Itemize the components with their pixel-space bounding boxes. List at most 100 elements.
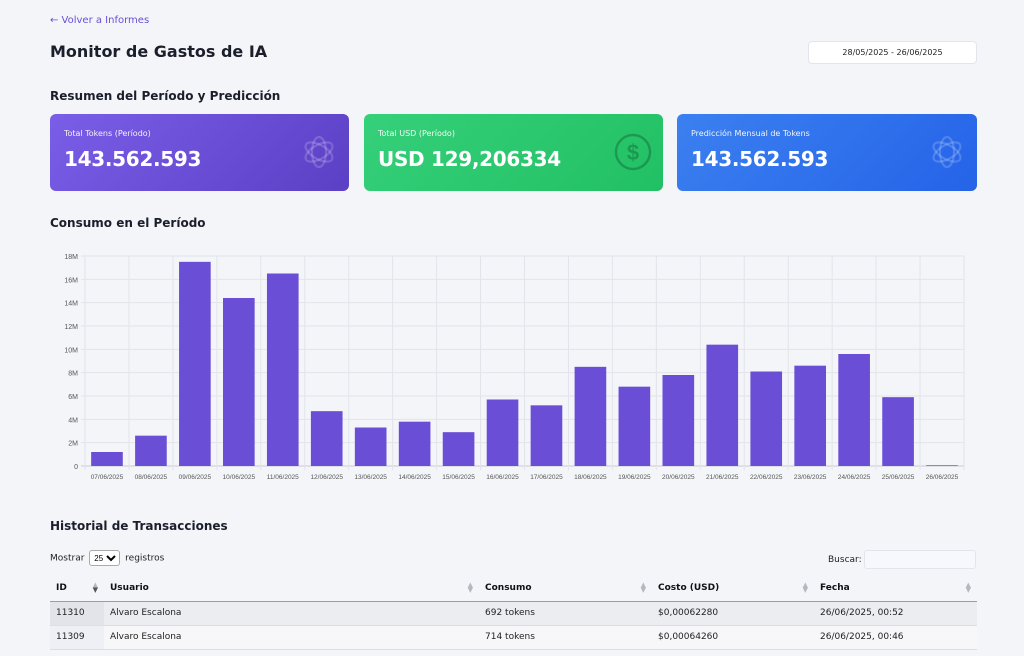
y-tick-label: 6M [68,394,78,401]
y-tick-label: 16M [64,277,78,284]
bar [398,421,431,466]
y-tick-label: 10M [64,347,78,354]
bar [574,366,607,466]
history-section-title: Historial de Transacciones [50,519,228,533]
x-tick-label: 18/06/2025 [574,474,607,481]
dollar-icon: $ [614,133,652,171]
x-tick-label: 25/06/2025 [882,474,915,481]
x-tick-label: 22/06/2025 [750,474,783,481]
y-tick-label: 8M [68,371,78,378]
openai-icon [932,135,962,169]
bar [266,273,299,466]
sort-icon: ▲ ▼ [467,581,473,594]
cell-id: 11310 [50,601,104,626]
sort-icon: ▲ ▼ [965,581,971,594]
openai-icon [304,135,334,169]
summary-section-title: Resumen del Período y Predicción [50,89,281,103]
cell-user: Alvaro Escalona [104,601,479,626]
bar [354,427,387,466]
column-label: ID [56,582,67,593]
page-length-control: Mostrar 25 registros [50,550,164,566]
cell-id: 11309 [50,625,104,650]
consumption-section-title: Consumo en el Período [50,216,206,230]
total-usd-label: Total USD (Período) [378,129,455,138]
y-tick-label: 4M [68,417,78,424]
svg-text:$: $ [627,140,639,165]
monthly-prediction-card: Predicción Mensual de Tokens 143.562.593 [677,114,977,191]
length-suffix: registros [125,553,165,564]
table-row[interactable]: 11309 Alvaro Escalona 714 tokens $0,0006… [50,625,977,650]
back-to-reports-link[interactable]: ← Volver a Informes [50,15,150,26]
bar [706,344,739,466]
x-tick-label: 14/06/2025 [398,474,431,481]
x-tick-label: 26/06/2025 [926,474,959,481]
total-usd-card: Total USD (Período) USD 129,206334 $ [364,114,663,191]
total-tokens-card: Total Tokens (Período) 143.562.593 [50,114,349,191]
cell-cost: $0,00062280 [652,601,814,626]
consumption-bar-chart: 0 2M 4M 6M 8M 10M 12M 14M 16M 18M 07/06/2025 08/06/… [64,254,965,481]
cell-date: 26/06/2025, 00:46 [814,625,977,650]
length-prefix: Mostrar [50,553,85,564]
total-usd-value: USD 129,206334 [378,147,561,171]
bar [750,371,783,466]
page-title: Monitor de Gastos de IA [50,42,268,61]
page-length-select[interactable]: 25 [89,550,121,566]
cell-consumption: 692 tokens [479,601,652,626]
y-tick-label: 18M [64,254,78,261]
bar [223,298,255,466]
x-tick-label: 24/06/2025 [838,474,871,481]
y-tick-label: 0 [74,464,78,471]
column-label: Fecha [820,582,850,593]
y-tick-label: 14M [64,301,78,308]
bar [794,365,826,466]
bar [486,399,519,466]
consumption-chart: 0 2M 4M 6M 8M 10M 12M 14M 16M 18M 07/06/2025 08/06/… [50,246,980,486]
date-range-picker[interactable]: 28/05/2025 - 26/06/2025 [808,41,977,64]
bar [179,261,211,466]
sort-icon: ▲ ▼ [802,581,808,594]
sort-desc-icon: ▲ ▼ [92,581,98,594]
x-tick-label: 15/06/2025 [442,474,475,481]
total-tokens-value: 143.562.593 [64,147,202,171]
x-tick-label: 17/06/2025 [530,474,563,481]
monthly-prediction-label: Predicción Mensual de Tokens [691,129,810,138]
x-tick-label: 19/06/2025 [618,474,651,481]
column-label: Consumo [485,582,532,593]
monthly-prediction-value: 143.562.593 [691,147,829,171]
x-tick-label: 21/06/2025 [706,474,739,481]
search-control: Buscar: [828,550,976,569]
x-tick-label: 20/06/2025 [662,474,695,481]
x-tick-label: 12/06/2025 [310,474,343,481]
column-header-consumption[interactable]: Consumo ▲ ▼ [479,575,652,602]
x-tick-label: 07/06/2025 [91,474,124,481]
table-header-row: ID ▲ ▼ Usuario ▲ ▼ Consumo ▲ ▼ Costo (USD) ▲ ▼ F… [50,575,977,602]
y-tick-label: 12M [64,324,78,331]
x-tick-label: 16/06/2025 [486,474,519,481]
search-input[interactable] [863,550,976,569]
bar [882,397,914,466]
x-tick-label: 08/06/2025 [135,474,168,481]
search-label: Buscar: [828,554,862,565]
total-tokens-label: Total Tokens (Período) [64,129,151,138]
column-header-cost[interactable]: Costo (USD) ▲ ▼ [652,575,814,602]
bar [310,411,343,466]
cell-user: Alvaro Escalona [104,625,479,650]
bar [135,435,167,466]
column-label: Costo (USD) [658,582,720,593]
x-tick-label: 23/06/2025 [794,474,827,481]
column-header-date[interactable]: Fecha ▲ ▼ [814,575,977,602]
x-tick-label: 13/06/2025 [354,474,387,481]
x-tick-label: 10/06/2025 [223,474,256,481]
sort-icon: ▲ ▼ [640,581,646,594]
column-label: Usuario [110,582,149,593]
bar [662,375,695,466]
cell-consumption: 714 tokens [479,625,652,650]
column-header-user[interactable]: Usuario ▲ ▼ [104,575,479,602]
transactions-table: ID ▲ ▼ Usuario ▲ ▼ Consumo ▲ ▼ Costo (USD) ▲ ▼ F… [50,575,977,650]
x-tick-label: 11/06/2025 [267,474,299,481]
bar [838,354,870,466]
table-row[interactable]: 11310 Alvaro Escalona 692 tokens $0,0006… [50,601,977,626]
column-header-id[interactable]: ID ▲ ▼ [50,575,104,602]
cell-date: 26/06/2025, 00:52 [814,601,977,626]
y-tick-label: 2M [68,441,78,448]
